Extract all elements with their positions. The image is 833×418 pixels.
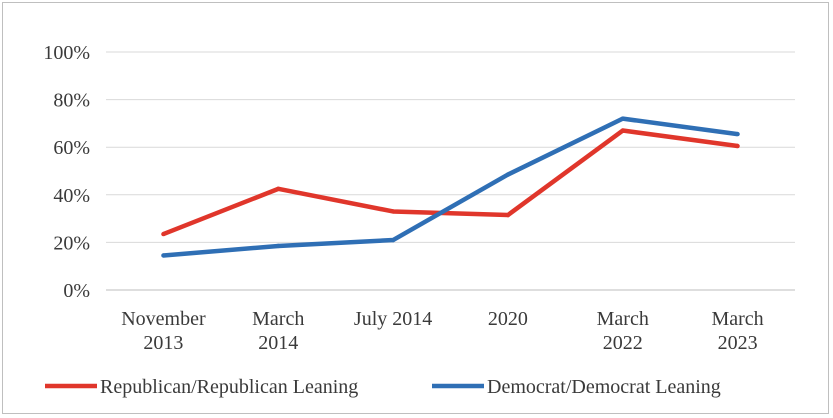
- gridlines: [106, 51, 795, 291]
- data-point: [620, 128, 625, 133]
- series-line-1: [163, 116, 738, 258]
- data-point: [620, 116, 625, 121]
- x-tick-label: March 2023: [711, 308, 763, 354]
- x-tick-label: 2020: [488, 308, 528, 330]
- data-point: [390, 209, 396, 214]
- data-point: [276, 243, 281, 249]
- y-tick-label: 80%: [53, 90, 90, 112]
- y-tick-label: 0%: [63, 280, 90, 302]
- data-point: [505, 172, 511, 177]
- x-tick-label: March 2022: [597, 308, 649, 354]
- series-lines: [161, 116, 740, 258]
- data-point: [390, 237, 396, 243]
- x-tick-label: March 2014: [252, 308, 304, 354]
- x-axis-tick-labels: November 2013 March 2014 July 2014 2020 March 2…: [121, 308, 763, 354]
- legend: Republican/Republican Leaning Democrat/De…: [45, 376, 721, 398]
- y-axis-tick-labels: 0% 20% 40% 60% 80% 100%: [43, 42, 90, 302]
- data-point: [276, 186, 281, 192]
- data-point: [161, 231, 166, 237]
- chart-frame: [2, 2, 829, 414]
- data-point: [735, 143, 740, 149]
- legend-label: Republican/Republican Leaning: [100, 376, 358, 398]
- data-point: [161, 253, 166, 258]
- data-point: [505, 212, 511, 218]
- y-tick-label: 60%: [53, 137, 90, 159]
- x-tick-label: November 2013: [121, 308, 206, 354]
- x-tick-label: July 2014: [354, 308, 432, 330]
- series-line-0: [162, 128, 738, 237]
- y-tick-label: 100%: [43, 42, 90, 64]
- y-tick-label: 40%: [53, 185, 90, 207]
- y-tick-label: 20%: [53, 232, 90, 254]
- data-point: [735, 131, 740, 137]
- legend-label: Democrat/Democrat Leaning: [487, 376, 721, 398]
